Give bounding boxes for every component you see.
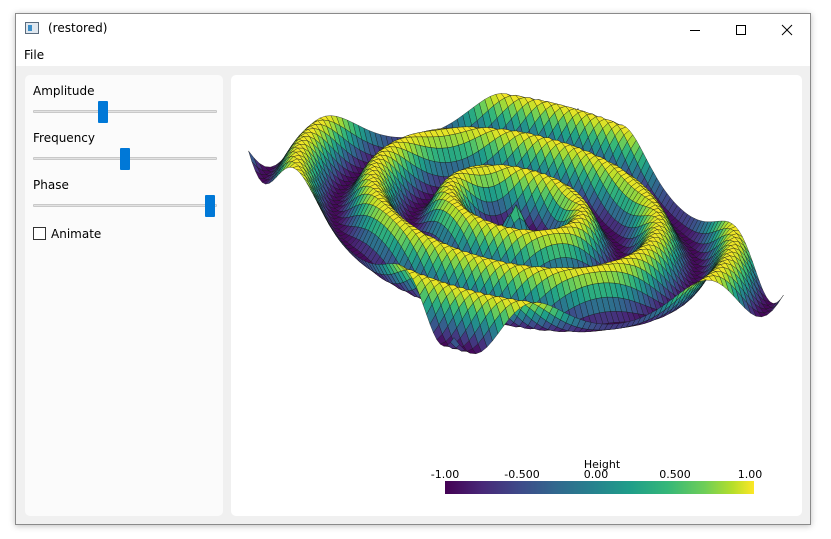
amplitude-slider[interactable] [33, 101, 217, 123]
plot-view[interactable]: Height -1.00 -0.500 0.00 0.500 1.00 [231, 75, 802, 516]
colorbar-tick: 1.00 [737, 468, 763, 481]
amplitude-slider-thumb[interactable] [97, 101, 108, 123]
controls-panel: Amplitude Frequency Phase Animate [25, 75, 223, 516]
colorbar-tick: 0.500 [659, 468, 691, 481]
phase-slider[interactable] [33, 195, 217, 217]
animate-label[interactable]: Animate [51, 227, 102, 241]
minimize-icon [690, 29, 700, 31]
maximize-icon [736, 24, 746, 35]
menu-file[interactable]: File [24, 48, 45, 62]
frequency-slider-thumb[interactable] [120, 148, 130, 170]
minimize-button[interactable] [672, 14, 718, 45]
frequency-slider[interactable] [33, 148, 217, 170]
phase-slider-thumb[interactable] [204, 195, 215, 217]
surface-cell [774, 294, 784, 307]
phase-label: Phase [33, 178, 69, 192]
title-bar[interactable]: (restored) [16, 14, 810, 45]
frequency-label: Frequency [33, 131, 95, 145]
window-app-icon [25, 22, 39, 34]
surface-plot[interactable] [231, 75, 802, 455]
app-window: (restored) File Amplitude Frequency Phas… [15, 13, 811, 525]
colorbar-tick: -1.00 [430, 468, 460, 481]
maximize-button[interactable] [718, 14, 764, 45]
colorbar [445, 481, 754, 494]
colorbar-tick: -0.500 [504, 468, 540, 481]
amplitude-label: Amplitude [33, 84, 95, 98]
animate-checkbox[interactable] [33, 227, 46, 240]
close-icon [781, 24, 793, 35]
menu-bar: File [16, 45, 810, 66]
colorbar-tick: 0.00 [583, 468, 609, 481]
window-title: (restored) [48, 21, 108, 35]
phase-slider-track [33, 204, 217, 207]
close-button[interactable] [764, 14, 810, 45]
amplitude-slider-track [33, 110, 217, 113]
